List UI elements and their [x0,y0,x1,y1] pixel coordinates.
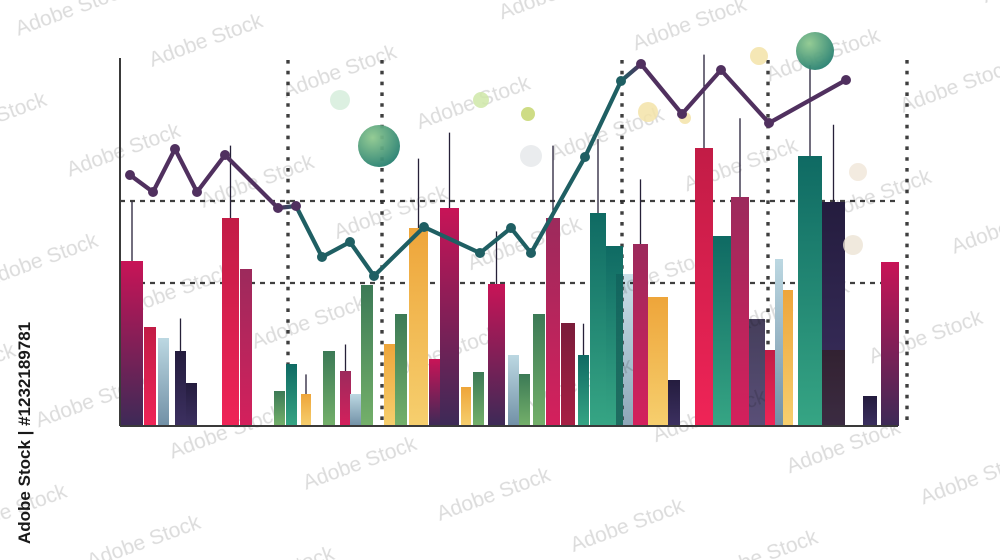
svg-text:Adobe Stock | #1232189781: Adobe Stock | #1232189781 [15,322,34,544]
